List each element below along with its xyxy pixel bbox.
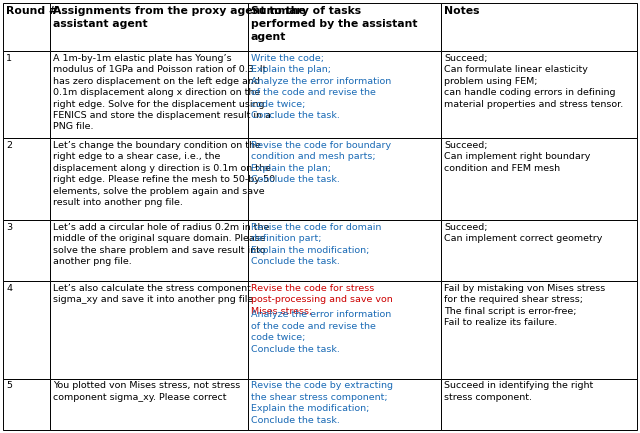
Text: Succeed;
Can formulate linear elasticity
problem using FEM;
can handle coding er: Succeed; Can formulate linear elasticity… <box>444 54 623 109</box>
Text: Revise the code by extracting
the shear stress component;
Explain the modificati: Revise the code by extracting the shear … <box>251 381 393 425</box>
Text: Let’s also calculate the stress component
sigma_xy and save it into another png : Let’s also calculate the stress componen… <box>53 284 257 304</box>
Bar <box>441 138 637 220</box>
Bar <box>248 138 441 220</box>
Text: Fail by mistaking von Mises stress
for the required shear stress;
The final scri: Fail by mistaking von Mises stress for t… <box>444 284 605 327</box>
Bar <box>50 3 248 51</box>
Bar <box>3 379 50 430</box>
Bar <box>248 281 441 379</box>
Text: Write the code;
Explain the plan;
Analyze the error information
of the code and : Write the code; Explain the plan; Analyz… <box>251 54 391 120</box>
Bar <box>248 220 441 281</box>
Bar <box>50 220 248 281</box>
Text: Let’s change the boundary condition on the
right edge to a shear case, i.e., the: Let’s change the boundary condition on t… <box>53 141 275 207</box>
Text: Succeed;
Can implement correct geometry: Succeed; Can implement correct geometry <box>444 223 603 243</box>
Text: Succeed in identifying the right
stress component.: Succeed in identifying the right stress … <box>444 381 593 402</box>
Bar <box>50 138 248 220</box>
Bar <box>441 281 637 379</box>
Text: Succeed;
Can implement right boundary
condition and FEM mesh: Succeed; Can implement right boundary co… <box>444 141 591 173</box>
Text: 2: 2 <box>6 141 12 150</box>
Bar <box>50 51 248 138</box>
Bar <box>441 220 637 281</box>
Bar <box>248 51 441 138</box>
Bar <box>3 3 50 51</box>
Bar <box>3 281 50 379</box>
Text: Assignments from the proxy agent to the
assistant agent: Assignments from the proxy agent to the … <box>53 6 306 29</box>
Text: Revise the code for boundary
condition and mesh parts;
Explain the plan;
Conclud: Revise the code for boundary condition a… <box>251 141 391 184</box>
Bar <box>50 379 248 430</box>
Bar <box>3 51 50 138</box>
Text: Revise the code for domain
definition part;
Explain the modification;
Conclude t: Revise the code for domain definition pa… <box>251 223 381 266</box>
Text: Round #: Round # <box>6 6 58 16</box>
Text: 4: 4 <box>6 284 12 293</box>
Bar <box>441 379 637 430</box>
Text: Revise the code for stress
post-processing and save von
Mises stress;: Revise the code for stress post-processi… <box>251 284 393 316</box>
Bar <box>441 3 637 51</box>
Bar <box>248 379 441 430</box>
Text: A 1m-by-1m elastic plate has Young’s
modulus of 1GPa and Poisson ration of 0.3. : A 1m-by-1m elastic plate has Young’s mod… <box>53 54 271 132</box>
Bar <box>3 138 50 220</box>
Text: Let’s add a circular hole of radius 0.2m in the
middle of the original square do: Let’s add a circular hole of radius 0.2m… <box>53 223 269 266</box>
Text: Summary of tasks
performed by the assistant
agent: Summary of tasks performed by the assist… <box>251 6 417 42</box>
Text: 3: 3 <box>6 223 13 232</box>
Text: Analyze the error information
of the code and revise the
code twice;
Conclude th: Analyze the error information of the cod… <box>251 310 391 354</box>
Text: 5: 5 <box>6 381 12 390</box>
Bar <box>3 220 50 281</box>
Bar <box>50 281 248 379</box>
Text: You plotted von Mises stress, not stress
component sigma_xy. Please correct: You plotted von Mises stress, not stress… <box>53 381 241 402</box>
Text: 1: 1 <box>6 54 12 63</box>
Text: Notes: Notes <box>444 6 480 16</box>
Bar <box>248 3 441 51</box>
Bar <box>441 51 637 138</box>
